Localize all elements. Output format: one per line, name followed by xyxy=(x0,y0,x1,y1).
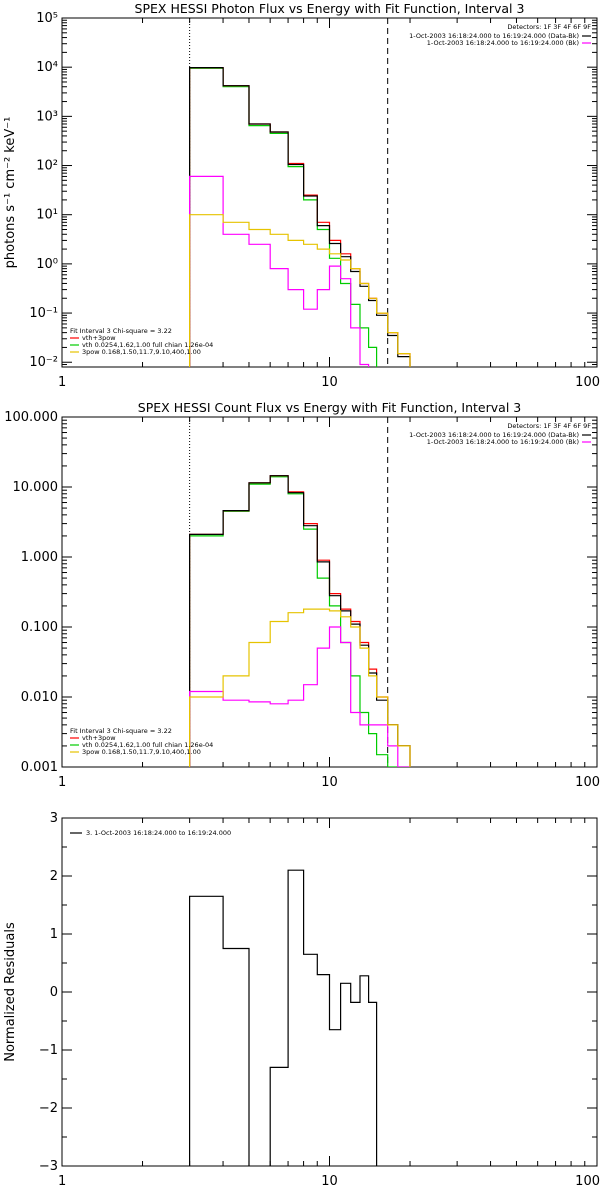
x-tick-label: 100 xyxy=(575,1174,600,1189)
detectors-label: Detectors: 1F 3F 4F 6F 9F xyxy=(507,422,591,430)
fit-legend-text: 3pow 0.168,1.50,11.7,9.10,400,1.00 xyxy=(82,348,201,356)
chart-panel-2: SPEX HESSI Count Flux vs Energy with Fit… xyxy=(4,400,600,790)
top-legend-text: 1-Oct-2003 16:18:24.000 to 16:19:24.000 … xyxy=(409,32,579,40)
series-line-3 xyxy=(189,475,411,767)
plot-frame xyxy=(61,17,598,368)
y-tick-label: 0.001 xyxy=(21,760,58,775)
residual-legend-text: 3. 1-Oct-2003 16:18:24.000 to 16:19:24.0… xyxy=(86,829,231,837)
y-tick-label: 10¹ xyxy=(36,208,58,223)
x-tick-label: 10 xyxy=(321,1174,338,1189)
fit-header: Fit Interval 3 Chi-square = 3.22 xyxy=(70,727,172,735)
top-legend-text: 1-Oct-2003 16:18:24.000 to 16:19:24.000 … xyxy=(427,438,579,446)
top-legend-text: 1-Oct-2003 16:18:24.000 to 16:19:24.000 … xyxy=(427,39,579,47)
chart-title: SPEX HESSI Count Flux vs Energy with Fit… xyxy=(138,400,521,415)
y-tick-label: 2 xyxy=(50,869,58,884)
chart-panel-3: 1 10 100 −3 −2 −1 0 1 2 3 Normalized Residuals 3. 1… xyxy=(3,811,600,1189)
series-line-5 xyxy=(189,214,411,367)
y-tick-label: 3 xyxy=(50,811,58,826)
x-tick-label: 10 xyxy=(321,375,338,390)
y-tick-label: 100.000 xyxy=(4,410,58,425)
x-tick-label: 100 xyxy=(575,375,600,390)
y-tick-label: 0 xyxy=(50,985,58,1000)
fit-legend-text: 3pow 0.168,1.50,11.7,9.10,400,1.00 xyxy=(82,748,201,756)
x-tick-label: 10 xyxy=(321,775,338,790)
fit-legend-text: vth+3pow xyxy=(82,734,116,742)
top-legend-text: 1-Oct-2003 16:18:24.000 to 16:19:24.000 … xyxy=(409,431,579,439)
chart-panel-1: SPEX HESSI Photon Flux vs Energy with Fi… xyxy=(3,1,600,390)
y-tick-label: 1.000 xyxy=(21,550,58,565)
fit-header: Fit Interval 3 Chi-square = 3.22 xyxy=(70,327,172,335)
y-tick-label: 10³ xyxy=(36,109,58,124)
series-line-1 xyxy=(189,869,378,1166)
y-tick-label: 10⁴ xyxy=(36,60,58,75)
y-tick-label: 0.100 xyxy=(21,620,58,635)
series-line-3 xyxy=(189,67,411,367)
y-tick-label: 1 xyxy=(50,927,58,942)
y-tick-label: −3 xyxy=(39,1159,58,1174)
fit-legend-text: vth+3pow xyxy=(82,334,116,342)
fit-legend-text: vth 0.0254,1.62,1.00 full chian 1.26e-04 xyxy=(82,741,213,749)
y-tick-label: 10⁰ xyxy=(36,257,58,272)
series-group xyxy=(189,475,411,767)
y-tick-label: 10⁻² xyxy=(29,355,58,370)
series-group xyxy=(189,869,378,1166)
y-tick-label: 10² xyxy=(36,159,58,174)
y-tick-label: 0.010 xyxy=(21,690,58,705)
series-line-4 xyxy=(189,626,411,767)
series-group xyxy=(189,67,411,367)
y-tick-label: 10⁻¹ xyxy=(29,306,58,321)
y-tick-label: −1 xyxy=(39,1043,58,1058)
x-tick-label: 1 xyxy=(58,775,66,790)
series-line-4 xyxy=(189,175,370,367)
series-line-5 xyxy=(189,608,411,767)
y-tick-label: 10⁵ xyxy=(36,11,58,26)
x-tick-label: 1 xyxy=(58,1174,66,1189)
y-axis-label: Normalized Residuals xyxy=(3,922,18,1062)
x-tick-label: 100 xyxy=(575,775,600,790)
y-tick-label: −2 xyxy=(39,1101,58,1116)
y-axis-label: photons s⁻¹ cm⁻² keV⁻¹ xyxy=(3,117,18,269)
detectors-label: Detectors: 1F 3F 4F 6F 9F xyxy=(507,23,591,31)
chart-title: SPEX HESSI Photon Flux vs Energy with Fi… xyxy=(135,1,525,16)
fit-legend-text: vth 0.0254,1.62,1.00 full chian 1.26e-04 xyxy=(82,341,213,349)
y-tick-label: 10.000 xyxy=(13,480,59,495)
x-tick-label: 1 xyxy=(58,375,66,390)
